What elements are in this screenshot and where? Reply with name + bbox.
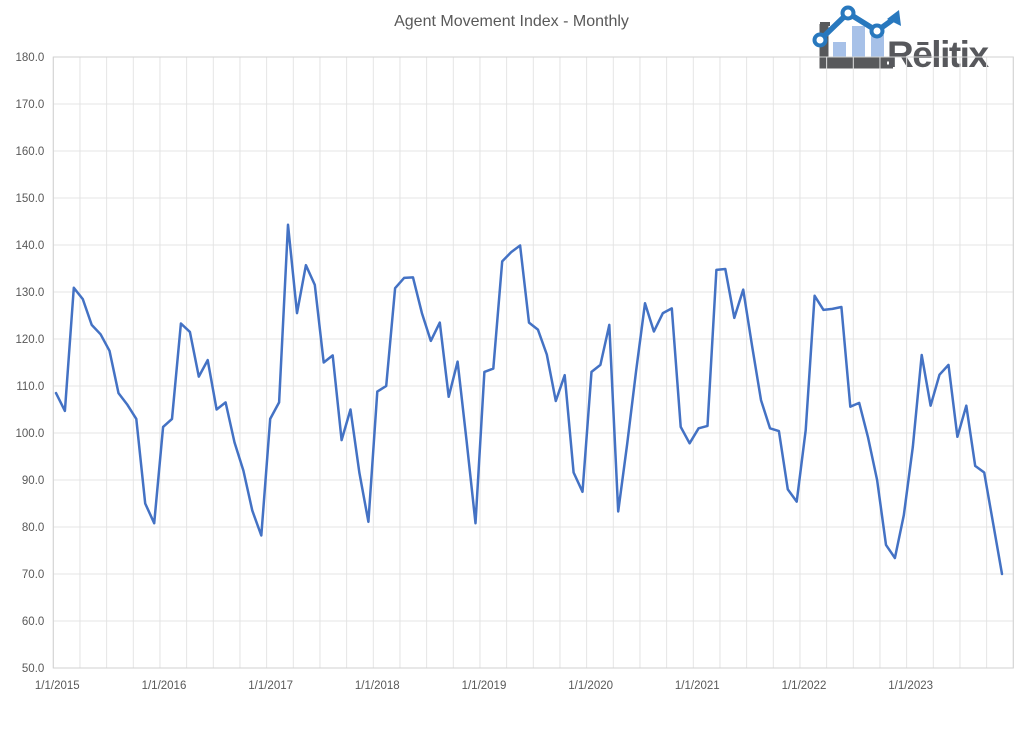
y-tick-label: 100.0 [16,428,45,440]
x-tick-label: 1/1/2015 [35,680,80,692]
logo-bar-chart-icon [812,5,901,69]
x-tick-label: 1/1/2019 [462,680,507,692]
y-tick-label: 130.0 [16,287,45,299]
ami-series-line [54,223,1004,576]
y-tick-label: 180.0 [16,52,45,64]
y-tick-label: 80.0 [22,522,44,534]
x-tick-label: 1/1/2017 [248,680,293,692]
relitix-logo: Rēlitix [811,2,1007,72]
logo-trend-line-icon [812,5,901,48]
plot-border [52,56,1014,669]
y-tick-label: 150.0 [16,193,45,205]
y-tick-label: 70.0 [22,569,44,581]
y-tick-label: 50.0 [22,663,44,675]
y-tick-label: 110.0 [16,381,44,393]
y-tick-label: 60.0 [22,616,44,628]
y-tick-label: 120.0 [16,334,45,346]
logo-text: Rēlitix [887,34,989,72]
x-tick-label: 1/1/2021 [675,680,720,692]
x-tick-label: 1/1/2022 [782,680,827,692]
x-tick-label: 1/1/2016 [142,680,187,692]
y-axis-labels: 50.0 60.0 70.0 80.0 90.0 100.0 110.0 120.0 130.0… [16,52,45,675]
x-tick-label: 1/1/2018 [355,680,400,692]
y-tick-label: 140.0 [16,240,45,252]
gridlines [52,56,1014,669]
y-tick-label: 160.0 [16,146,45,158]
x-tick-label: 1/1/2020 [568,680,613,692]
x-tick-label: 1/1/2023 [888,680,933,692]
y-tick-label: 90.0 [22,475,44,487]
y-tick-label: 170.0 [16,99,45,111]
page-title: Agent Movement Index - Monthly [394,13,629,30]
x-axis-labels: 1/1/2015 1/1/2016 1/1/2017 1/1/2018 1/1/2019… [35,680,933,692]
